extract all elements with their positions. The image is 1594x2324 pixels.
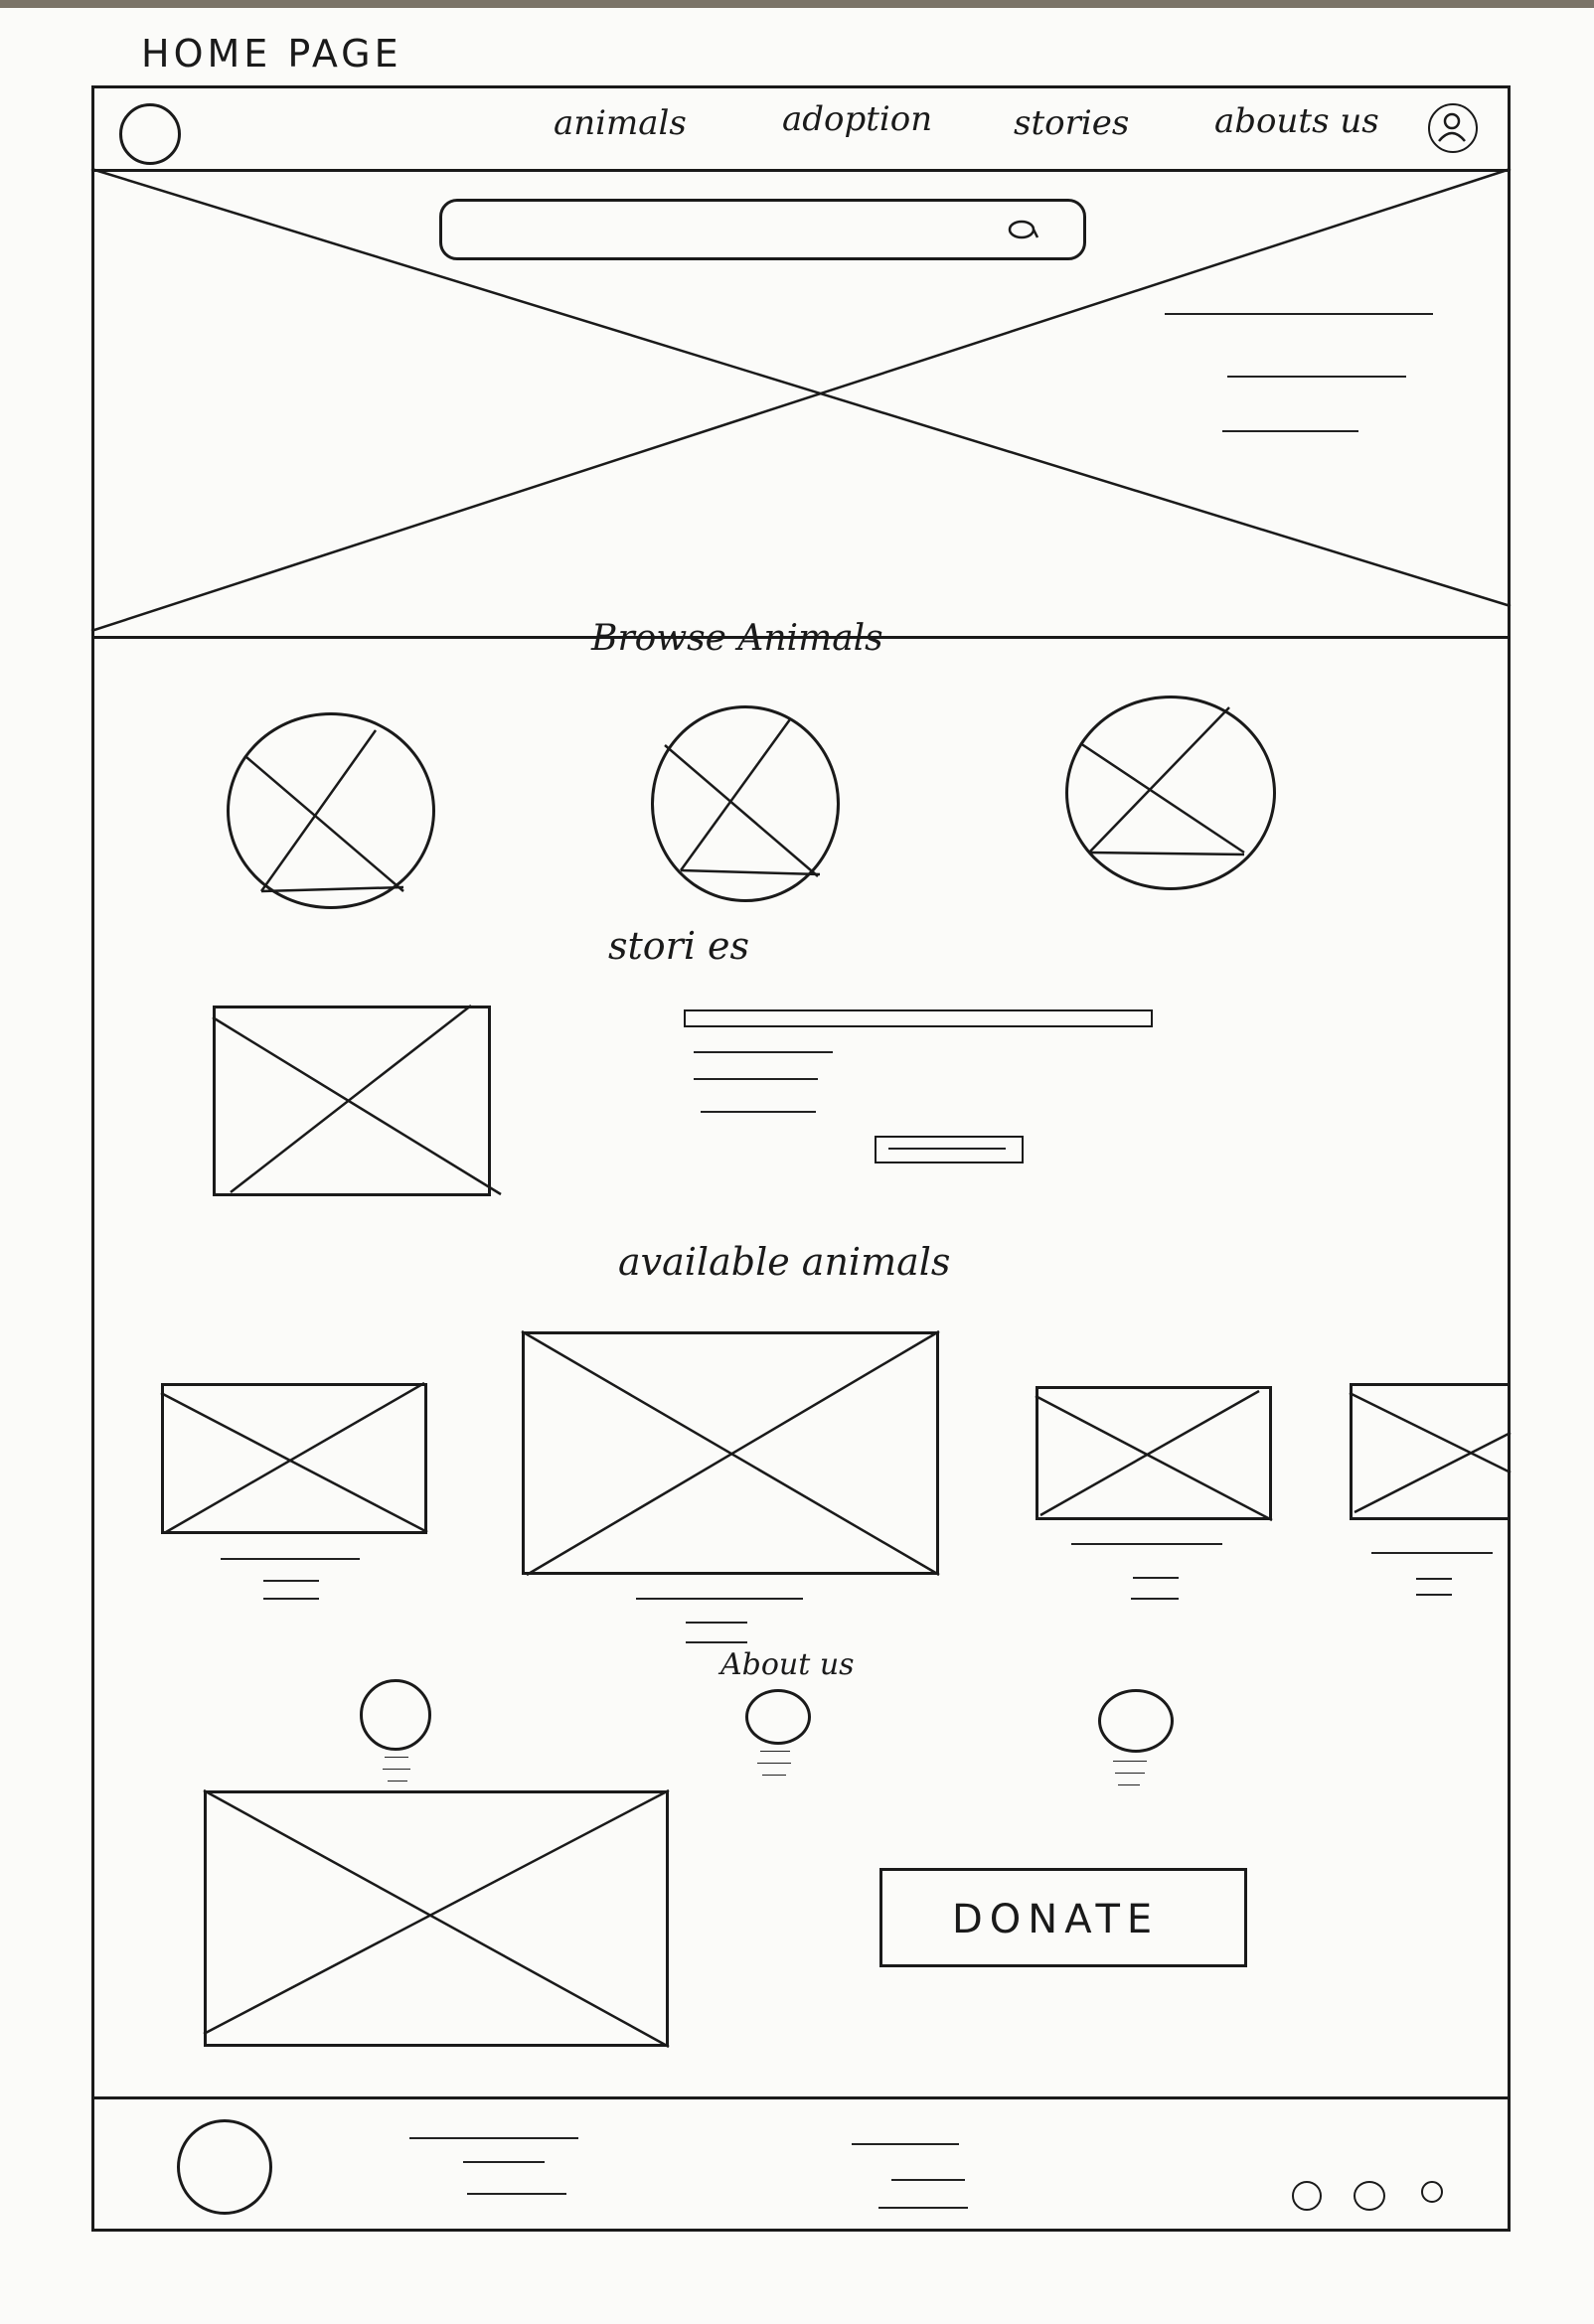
- user-icon[interactable]: [1428, 103, 1478, 153]
- donate-label: DONATE: [952, 1897, 1160, 1942]
- footer-link-line[interactable]: [852, 2143, 959, 2145]
- page-frame: [91, 85, 1511, 2232]
- available-animals-heading: available animals: [618, 1240, 951, 1284]
- read-more-button[interactable]: [875, 1136, 1024, 1163]
- logo-circle-icon[interactable]: [119, 103, 181, 165]
- browse-animals-heading: Browse Animals: [591, 618, 883, 659]
- social-dot-icon[interactable]: [1292, 2181, 1322, 2211]
- nav-stories[interactable]: stories: [1014, 103, 1130, 143]
- animal-card-text: [1071, 1543, 1222, 1545]
- paper-edge: [0, 0, 1594, 8]
- footer-link-line[interactable]: [467, 2193, 566, 2195]
- story-image-placeholder: [212, 1005, 502, 1196]
- category-circle[interactable]: [227, 712, 435, 909]
- hero-image-placeholder: [90, 167, 1512, 633]
- search-icon[interactable]: [1004, 216, 1043, 245]
- hero-text-line: [1222, 430, 1358, 432]
- team-avatar: [1098, 1689, 1174, 1753]
- category-circle[interactable]: [1065, 696, 1276, 890]
- footer-logo-icon[interactable]: [177, 2119, 272, 2215]
- page-label: HOME PAGE: [141, 32, 402, 76]
- about-image-placeholder: [203, 1788, 670, 2049]
- stories-heading: stori es: [608, 924, 750, 968]
- site-header: animals adoption stories abouts us: [91, 85, 1511, 172]
- animal-card-image[interactable]: [160, 1381, 428, 1534]
- about-us-heading: About us: [720, 1647, 855, 1682]
- story-text-line: [694, 1051, 833, 1053]
- team-avatar: [745, 1689, 811, 1745]
- nav-about-us[interactable]: abouts us: [1214, 101, 1379, 141]
- footer-link-line[interactable]: [463, 2161, 545, 2163]
- animal-card-text: [263, 1598, 319, 1600]
- story-title-bar: [684, 1009, 1153, 1027]
- nav-animals[interactable]: animals: [554, 103, 687, 143]
- nav-adoption[interactable]: adoption: [782, 99, 933, 139]
- social-dot-icon[interactable]: [1421, 2181, 1443, 2203]
- animal-card-text: [1131, 1598, 1179, 1600]
- footer-link-line[interactable]: [891, 2179, 965, 2181]
- footer-link-line[interactable]: [878, 2207, 968, 2209]
- site-footer: [91, 2096, 1511, 2235]
- animal-card-text: [1371, 1552, 1493, 1554]
- social-dot-icon[interactable]: [1354, 2181, 1385, 2211]
- animal-card-text: [1133, 1577, 1179, 1579]
- animal-card-text: [1416, 1578, 1452, 1580]
- animal-card-text: [1416, 1594, 1452, 1596]
- animal-card-image[interactable]: [521, 1329, 940, 1577]
- animal-card-text: [636, 1598, 803, 1600]
- search-input[interactable]: [439, 199, 1086, 260]
- hero-text-line: [1165, 313, 1433, 315]
- story-text-line: [694, 1078, 818, 1080]
- donate-button[interactable]: DONATE: [879, 1868, 1247, 1967]
- animal-card-text: [263, 1580, 319, 1582]
- story-text-line: [701, 1111, 816, 1113]
- hero-text-line: [1227, 376, 1406, 378]
- category-circle[interactable]: [651, 705, 840, 902]
- footer-link-line[interactable]: [409, 2137, 578, 2139]
- available-heading-part: available animals: [618, 1240, 950, 1284]
- animal-card-image[interactable]: [1349, 1383, 1512, 1520]
- hero-banner: [90, 167, 1512, 639]
- animal-card-text: [686, 1641, 747, 1643]
- animal-card-image[interactable]: [1035, 1386, 1273, 1522]
- animal-card-text: [686, 1622, 747, 1624]
- animal-card-text: [221, 1558, 360, 1560]
- team-avatar: [360, 1679, 431, 1751]
